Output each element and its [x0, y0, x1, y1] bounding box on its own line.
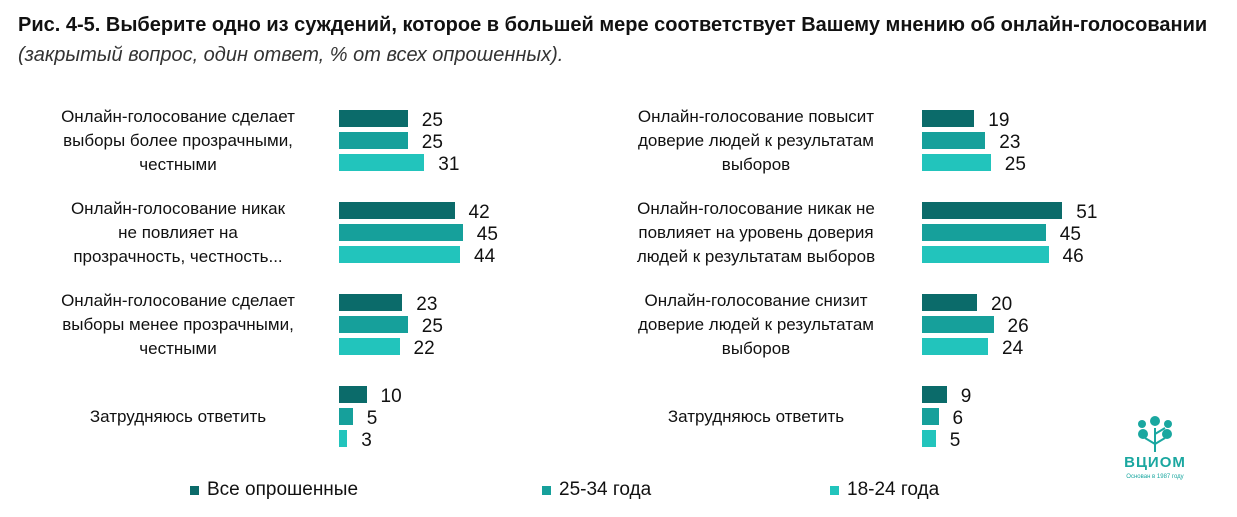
data-label: 20 [991, 294, 1013, 315]
data-label: 19 [988, 110, 1010, 131]
bar [922, 408, 939, 425]
bar [339, 224, 463, 241]
data-label: 45 [1059, 224, 1081, 245]
data-label: 25 [1004, 154, 1026, 175]
bar [339, 386, 367, 403]
bar [339, 338, 400, 355]
bar [922, 294, 977, 311]
legend-swatch-18-24 [830, 485, 839, 495]
legend-item-all: Все опрошенные [190, 477, 358, 503]
bar [922, 110, 975, 127]
chart-title: Рис. 4-5. Выберите одно из суждений, кот… [18, 10, 1233, 70]
bar [339, 132, 408, 149]
legend-label-25-34: 25-34 года [559, 479, 652, 500]
bar [339, 202, 455, 219]
data-label: 10 [380, 386, 402, 407]
category-label: Затрудняюсь ответить [667, 407, 845, 426]
data-label: 5 [949, 430, 961, 451]
data-label: 42 [468, 202, 490, 223]
bar [339, 246, 460, 263]
data-label: 25 [421, 110, 443, 131]
legend-label-all: Все опрошенные [207, 479, 359, 500]
data-label: 23 [416, 294, 438, 315]
logo-subtext: Основан в 1987 году [1126, 474, 1184, 480]
bar [922, 338, 988, 355]
data-label: 6 [952, 408, 964, 429]
bar [339, 316, 408, 333]
bar [339, 154, 425, 171]
legend-item-25-34: 25-34 года [542, 477, 651, 503]
title-note: (закрытый вопрос, один ответ, % от всех … [18, 44, 564, 66]
category-label: Затрудняюсь ответить [89, 407, 267, 426]
legend-swatch-25-34 [542, 485, 551, 495]
bar [922, 224, 1046, 241]
title-main: Рис. 4-5. Выберите одно из суждений, кот… [18, 14, 1208, 36]
data-label: 5 [366, 408, 378, 429]
data-label: 44 [474, 246, 496, 267]
data-label: 9 [960, 386, 972, 407]
bar [922, 316, 994, 333]
category-label: Онлайн-голосование никак не повлияет на пр… [70, 199, 286, 266]
data-label: 46 [1062, 246, 1084, 267]
bar [339, 294, 403, 311]
data-label: 3 [361, 430, 372, 451]
data-label: 24 [1002, 338, 1024, 359]
bar [922, 132, 986, 149]
category-label: Онлайн-голосование сделает выборы более п… [61, 107, 295, 174]
bar [922, 246, 1049, 263]
legend-swatch-all [190, 485, 199, 495]
vciom-logo: ВЦИОМ Основан в 1987 году [1110, 414, 1200, 489]
data-label: 25 [421, 316, 443, 337]
tree-icon [1138, 416, 1172, 452]
data-label: 45 [476, 224, 498, 245]
bar [922, 154, 991, 171]
bar [339, 430, 348, 447]
category-label: Онлайн-голосование никак не повлияет на у… [636, 199, 876, 266]
category-label: Онлайн-голосование снизит доверие людей к… [638, 291, 874, 358]
bar [922, 386, 947, 403]
data-label: 26 [1007, 316, 1029, 337]
bar [339, 408, 353, 425]
legend: Все опрошенные 25-34 года 18-24 года [0, 477, 1237, 503]
legend-item-18-24: 18-24 года [830, 477, 939, 503]
legend-label-18-24: 18-24 года [847, 479, 940, 500]
bar [922, 430, 936, 447]
data-label: 31 [438, 154, 460, 175]
data-label: 25 [421, 132, 443, 153]
bar [339, 110, 408, 127]
bar [922, 202, 1063, 219]
category-label: Онлайн-голосование повысит доверие людей … [637, 107, 875, 174]
data-label: 22 [413, 338, 435, 359]
category-label: Онлайн-голосование сделает выборы менее п… [61, 291, 295, 358]
logo-text: ВЦИОМ [1124, 454, 1186, 471]
data-label: 23 [999, 132, 1021, 153]
data-label: 51 [1076, 202, 1098, 223]
